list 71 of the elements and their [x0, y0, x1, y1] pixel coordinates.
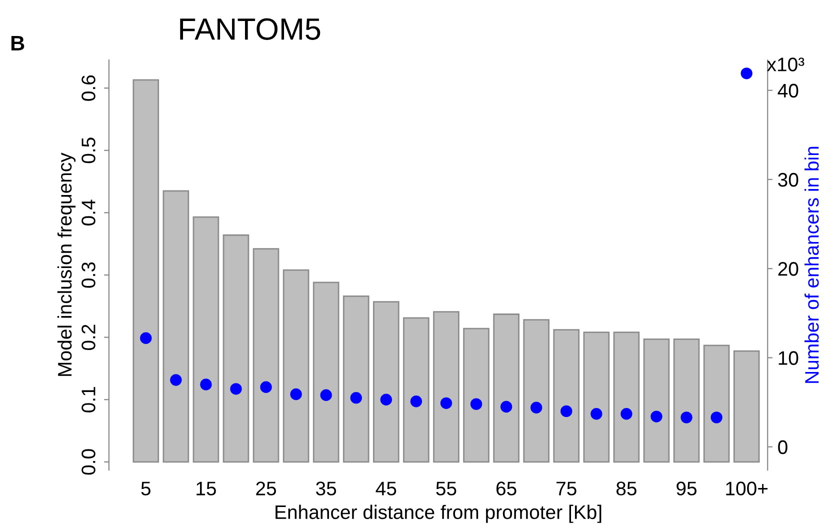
- y-tick-label: 0.3: [82, 262, 96, 288]
- y-tick-label: 0.6: [82, 75, 96, 101]
- bar: [252, 248, 280, 463]
- y-tick-label: 0.0: [82, 449, 96, 475]
- bar: [643, 338, 670, 463]
- point: [710, 412, 722, 424]
- y2-tick-label: 30: [778, 172, 798, 187]
- point: [470, 398, 482, 410]
- x-tick-label: 85: [616, 482, 636, 496]
- y2-tick-label: 20: [778, 262, 798, 276]
- y-tick-label: 0.1: [82, 387, 96, 412]
- x-tick-label: 5: [141, 482, 150, 496]
- point: [260, 381, 272, 393]
- y-tick-label: 0.4: [82, 200, 96, 226]
- bar: [222, 234, 250, 463]
- bar: [433, 311, 460, 463]
- point: [650, 410, 662, 422]
- bar: [673, 338, 700, 463]
- x-tick-label: 15: [196, 482, 216, 496]
- point: [530, 402, 542, 414]
- point: [590, 408, 602, 420]
- y2-tick-label: 0: [778, 440, 788, 454]
- bar: [463, 328, 490, 463]
- y-tick-label: 0.5: [82, 138, 96, 164]
- point: [440, 397, 452, 410]
- bar: [192, 216, 220, 463]
- bar: [613, 332, 640, 463]
- point: [290, 388, 302, 400]
- point: [320, 389, 332, 401]
- chart-title: FANTOM5: [180, 18, 320, 40]
- point: [620, 408, 632, 420]
- bar: [373, 301, 400, 463]
- x-tick-label: 55: [436, 482, 456, 496]
- bar: [312, 282, 340, 463]
- point: [500, 400, 512, 413]
- point: [560, 405, 572, 418]
- bar: [493, 314, 520, 463]
- bar: [132, 79, 160, 463]
- point: [350, 392, 362, 404]
- x-tick-label: 75: [556, 482, 576, 496]
- bar: [733, 350, 760, 463]
- point: [140, 332, 152, 344]
- bar: [403, 317, 430, 463]
- y2-tick-label: 10: [778, 351, 798, 365]
- bar: [282, 269, 310, 463]
- x-tick-label: 65: [496, 482, 516, 496]
- point: [380, 394, 392, 406]
- y-tick-label: 0.2: [82, 324, 96, 350]
- point: [200, 378, 212, 390]
- x-tick-label: 95: [676, 482, 697, 496]
- text: x10³: [766, 58, 804, 72]
- bar: [162, 190, 190, 463]
- bar: [553, 329, 580, 463]
- point: [410, 396, 422, 408]
- point: [740, 68, 752, 80]
- point: [230, 383, 242, 395]
- point: [170, 374, 182, 386]
- bar: [342, 295, 370, 463]
- point: [680, 412, 692, 424]
- x-tick-label: 35: [316, 482, 336, 496]
- text: B: [11, 36, 24, 50]
- bar: [583, 332, 610, 463]
- x-tick-label: 100+: [726, 482, 768, 496]
- y2-axis-title: Number of enhancers in bin: [804, 146, 819, 383]
- bar: [703, 344, 730, 463]
- y-axis-title: Model inclusion frequency: [57, 152, 76, 376]
- x-tick-label: 45: [376, 482, 396, 496]
- y2-tick-label: 40: [778, 84, 798, 98]
- x-tick-label: 25: [256, 482, 276, 496]
- bar: [523, 319, 550, 463]
- x-axis-title: Enhancer distance from promoter [Kb]: [276, 504, 602, 523]
